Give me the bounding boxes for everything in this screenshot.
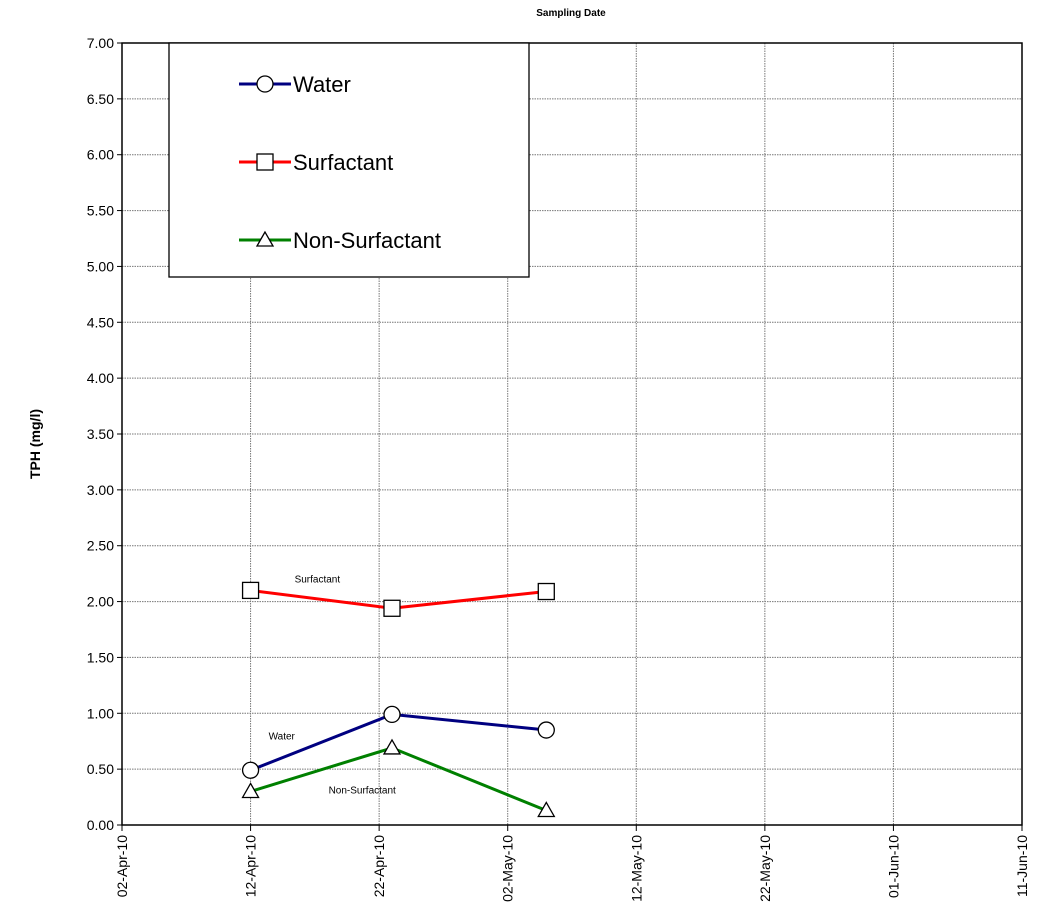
y-tick-label: 5.00: [87, 258, 114, 274]
y-tick-label: 1.00: [87, 705, 114, 721]
y-tick-label: 4.00: [87, 370, 114, 386]
surfactant-point: [537, 582, 555, 601]
legend-surfactant-label: Surfactant: [293, 150, 393, 175]
y-tick-label: 4.50: [87, 314, 114, 330]
annotations: Water Surfactant Non-Surfactant: [269, 574, 396, 796]
y-tick-label: 6.50: [87, 91, 114, 107]
x-tick-label: 02-Apr-10: [114, 835, 130, 897]
water-point: [537, 721, 555, 739]
legend-non-surfactant-marker: [255, 230, 275, 247]
legend-surfactant-marker: [256, 153, 274, 171]
non-surfactant-line: [250, 746, 547, 812]
y-tick-label: 3.00: [87, 482, 114, 498]
legend: Water Surfactant Non-Surfactant: [168, 42, 530, 278]
surfactant-point: [383, 599, 401, 617]
x-tick-label: 11-Jun-10: [1014, 835, 1030, 897]
x-tick-label: 01-Jun-10: [885, 835, 901, 898]
y-tick-label: 7.00: [87, 35, 114, 51]
series-layer: [241, 581, 556, 818]
legend-non-surfactant-label: Non-Surfactant: [293, 228, 441, 253]
y-tick-label: 6.00: [87, 147, 114, 163]
axes: 0.00 0.50 1.00 1.50 2.00 2.50 3.00 3.50 4.00 4.50…: [87, 35, 1030, 902]
legend-water-label: Water: [293, 72, 351, 97]
y-tick-label: 5.50: [87, 203, 114, 219]
y-tick-label: 0.50: [87, 761, 114, 777]
non-surfactant-point: [382, 738, 402, 755]
legend-water-marker: [256, 75, 274, 93]
non-surfactant-point: [241, 782, 260, 799]
surfactant-annotation: Surfactant: [295, 574, 341, 585]
legend-box: [168, 42, 530, 278]
surfactant-point: [241, 581, 260, 600]
x-tick-label: 12-May-10: [628, 835, 644, 902]
y-tick-label: 3.50: [87, 426, 114, 442]
chart-title: Sampling Date: [536, 8, 606, 19]
x-tick-label: 22-May-10: [757, 835, 773, 902]
x-tick-label: 22-Apr-10: [371, 835, 387, 897]
water-point: [241, 761, 260, 779]
non-surfactant-annotation: Non-Surfactant: [329, 785, 396, 796]
x-tick-label: 02-May-10: [500, 835, 516, 902]
x-tick-label: 12-Apr-10: [243, 835, 259, 897]
water-annotation: Water: [269, 731, 296, 742]
y-axis-title: TPH (mg/l): [27, 409, 43, 479]
non-surfactant-point: [537, 801, 556, 818]
water-line: [250, 712, 547, 772]
y-tick-label: 2.50: [87, 538, 114, 554]
y-tick-label: 0.00: [87, 817, 114, 833]
water-point: [383, 705, 401, 724]
y-tick-label: 1.50: [87, 649, 114, 665]
y-tick-label: 2.00: [87, 594, 114, 610]
